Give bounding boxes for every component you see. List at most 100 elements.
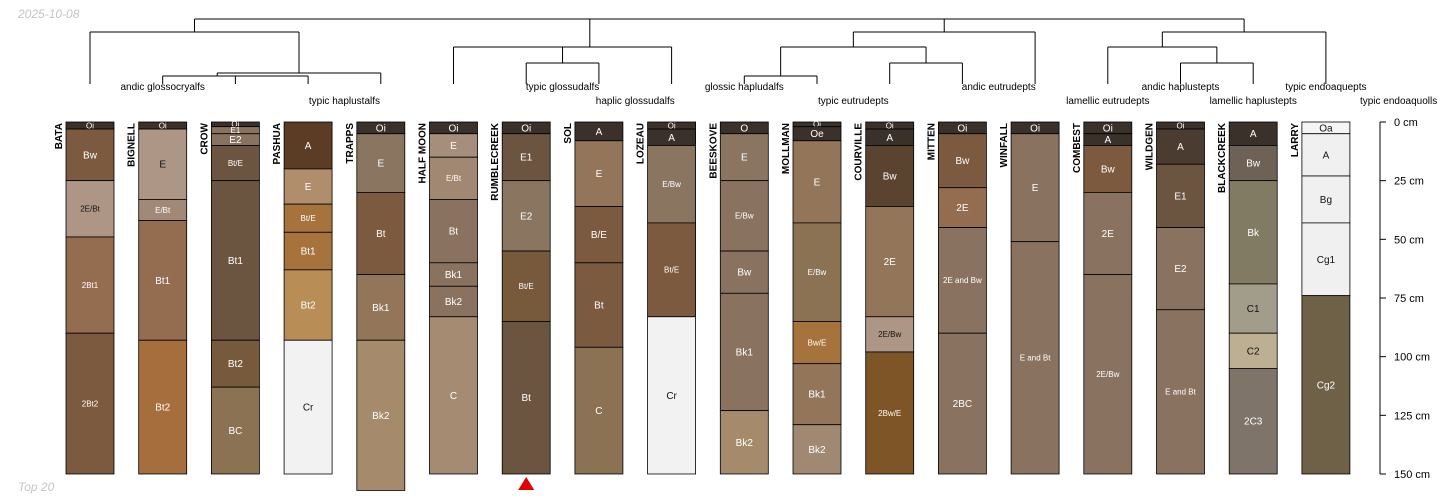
profile-wildgen: Oi A E1 E2 E and Bt WILDGEN (1145, 121, 1205, 475)
horizon-label: Bt (376, 229, 386, 240)
horizon (792, 321, 842, 365)
horizon-label: E2 (520, 211, 533, 222)
profile-name: MITTEN (926, 123, 937, 160)
horizon-label: Bk2 (445, 297, 463, 308)
profile-bata: Oi Bw 2E/Bt 2Bt1 2Bt2 BATA (54, 121, 115, 475)
horizon (138, 339, 188, 475)
horizon (1010, 133, 1060, 243)
horizon-label: Oi (1103, 123, 1113, 134)
horizon-label: 2E and Bw (943, 276, 982, 285)
axis-tick-label: 100 cm (1394, 352, 1430, 364)
taxonomy-label: andic haplustepts (1142, 82, 1220, 93)
taxonomy-label: andic glossocryalfs (120, 82, 204, 93)
horizon (283, 231, 333, 271)
taxonomy-label: andic eutrudepts (962, 82, 1036, 93)
horizon (719, 292, 769, 412)
horizon-label: Bk2 (372, 411, 390, 422)
profile-name: BIGNELL (127, 123, 138, 167)
horizon-label: E/Bt (155, 206, 171, 215)
horizon (1228, 332, 1278, 369)
horizon (1156, 309, 1205, 475)
profile-name: MOLLMAN (781, 123, 792, 174)
horizon (1156, 163, 1205, 228)
profile-name: CROW (199, 122, 210, 154)
horizon (1156, 227, 1205, 311)
horizon (356, 339, 406, 491)
profile-blackcreek: A Bw Bk C1 C2 2C3 BLACKCREEK (1217, 121, 1278, 475)
horizon-label: 2Bt1 (82, 281, 99, 290)
horizon (1301, 133, 1351, 177)
horizon-label: 2E/Bt (80, 205, 100, 214)
profile-sol: A E B/E Bt C SOL (563, 121, 624, 475)
horizon-label: Cr (303, 403, 314, 414)
horizon-label: Oi (1030, 123, 1040, 134)
horizon-label: 2Bt2 (82, 399, 99, 408)
horizon-label: Bk2 (736, 438, 754, 449)
horizon (574, 206, 624, 264)
horizon-label: E and Bt (1020, 354, 1051, 363)
taxonomy-label: typic glossudalfs (526, 82, 599, 93)
profile-name: HALF MOON (418, 123, 429, 184)
horizon-label: Bt/E (664, 266, 679, 275)
horizon-label: Bk1 (445, 270, 463, 281)
horizon (1083, 274, 1133, 475)
horizon (1301, 295, 1351, 475)
horizon (574, 140, 624, 207)
horizon-label: C1 (1247, 304, 1260, 315)
horizon-label: Bg (1320, 195, 1332, 206)
taxonomy-label: typic eutrudepts (818, 96, 889, 107)
horizon (283, 339, 333, 475)
dendrogram (89, 18, 1327, 84)
horizon-label: Bt/E (519, 282, 534, 291)
marker-layer (518, 477, 535, 490)
horizon-label: Bk1 (736, 347, 754, 358)
horizon (429, 285, 478, 318)
profile-name: BATA (54, 123, 65, 149)
profile-name: LARRY (1290, 123, 1301, 157)
horizon (210, 386, 260, 475)
horizon-label: Bk (1247, 228, 1260, 239)
profile-combest: OiA Bw 2E 2E/Bw COMBEST (1072, 121, 1133, 475)
horizon (938, 332, 987, 475)
horizon-label: E (377, 159, 384, 170)
horizon (65, 332, 115, 475)
profile-lozeau: Oi A E/Bw Bt/E Cr LOZEAU (636, 121, 696, 475)
horizon (938, 227, 987, 334)
horizon (1301, 222, 1351, 297)
horizon (647, 222, 696, 318)
horizon-label: E1 (520, 153, 533, 164)
horizon (501, 321, 551, 475)
horizon-label: Oe (810, 129, 824, 140)
profile-name: BLACKCREEK (1217, 122, 1228, 193)
horizon-label: Bt1 (301, 247, 316, 258)
horizon-label: C (595, 406, 602, 417)
horizon-label: E2 (1174, 264, 1187, 275)
horizon-label: BC (228, 426, 242, 437)
profile-courville: Oi A Bw 2E 2E/Bw 2Bw/E COURVILLE (854, 121, 915, 475)
horizon-label: Cg1 (1317, 255, 1336, 266)
horizon-label: Bw/E (808, 338, 827, 347)
horizon-label: Oi (376, 123, 386, 134)
horizon (138, 220, 188, 341)
profile-name: RUMBLECREEK (490, 122, 501, 201)
taxonomy-label: lamellic haplustepts (1210, 96, 1297, 107)
horizon-label: B/E (591, 230, 607, 241)
horizon (719, 133, 769, 182)
axis-tick-label: 125 cm (1394, 410, 1430, 422)
profile-name: SOL (563, 123, 574, 144)
axis-tick-label: 25 cm (1394, 176, 1424, 188)
horizon (210, 145, 260, 182)
selected-profile-marker (518, 477, 535, 490)
horizon-label: Bt/E (228, 159, 243, 168)
taxonomy-label: glossic hapludalfs (705, 82, 784, 93)
horizon (210, 339, 260, 388)
profile-rumblecreek: Oi E1 E2 Bt/E Bt RUMBLECREEK (490, 121, 551, 475)
horizon (938, 133, 987, 189)
horizon-label: A (1177, 142, 1184, 153)
horizon-label: Oi (231, 120, 239, 129)
taxonomy-labels: andic glossocryalfs typic haplustalfs typi… (120, 82, 1437, 107)
taxonomy-label: lamellic eutrudepts (1066, 96, 1149, 107)
horizon (1228, 145, 1278, 182)
